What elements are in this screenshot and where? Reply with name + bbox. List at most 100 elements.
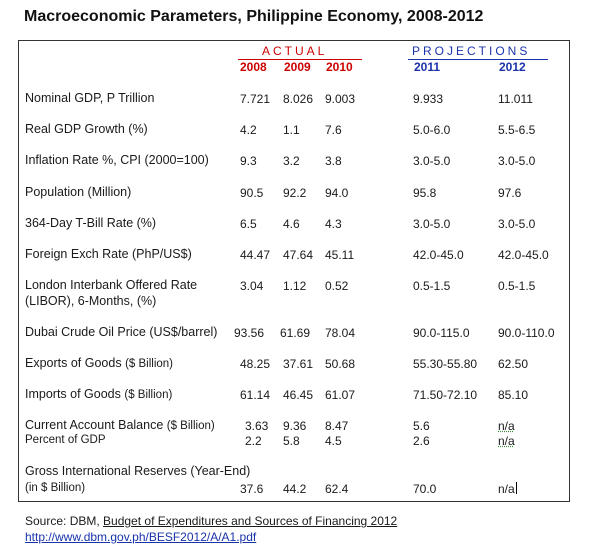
- row-label-imports: Imports of Goods ($ Billion): [25, 387, 172, 403]
- cell: 93.56: [234, 326, 265, 340]
- row-label-tbill-rate: 364-Day T-Bill Rate (%): [25, 216, 157, 230]
- source-publication: Budget of Expenditures and Sources of Fi…: [103, 514, 398, 528]
- row-sublabel-percent-of-gdp: Percent of GDP: [25, 434, 106, 446]
- cell: 3.04: [240, 279, 264, 293]
- cell: 94.0: [325, 186, 349, 200]
- cell: 71.50-72.10: [413, 388, 478, 402]
- cell: 3.0-5.0: [498, 154, 536, 168]
- cell: 0.52: [325, 279, 349, 293]
- cell: 5.5-6.5: [498, 123, 536, 137]
- cell: 90.0-110.0: [498, 326, 555, 340]
- cell: 2.2: [245, 434, 262, 448]
- cell: 61.69: [280, 326, 311, 340]
- row-label-real-gdp-growth: Real GDP Growth (%): [25, 122, 148, 136]
- cell: 95.8: [413, 186, 437, 200]
- cell: 5.0-6.0: [413, 123, 451, 137]
- cell: 45.11: [325, 248, 355, 262]
- year-2010: 2010: [326, 60, 353, 74]
- cell-text: n/a: [498, 482, 515, 496]
- cell: 4.5: [325, 434, 342, 448]
- cell: 7.6: [325, 123, 342, 137]
- actual-underline: [238, 59, 362, 60]
- cell: 42.0-45.0: [413, 248, 464, 262]
- cell: 61.14: [240, 388, 271, 402]
- cell: 5.8: [283, 434, 300, 448]
- cell: 1.12: [283, 279, 307, 293]
- projections-underline: [408, 59, 548, 60]
- cell: 7.721: [240, 92, 271, 106]
- cell: 4.2: [240, 123, 257, 137]
- cell: 97.6: [498, 186, 522, 200]
- row-label-imports-text: Imports of Goods: [25, 387, 121, 401]
- projections-header: PROJECTIONS: [412, 44, 531, 58]
- cell: 0.5-1.5: [413, 279, 451, 293]
- cell: 3.0-5.0: [413, 217, 451, 231]
- cell: 61.07: [325, 388, 356, 402]
- cell: 90.0-115.0: [413, 326, 470, 340]
- table-frame: [18, 40, 570, 502]
- cell: 8.026: [283, 92, 314, 106]
- cell: 9.003: [325, 92, 356, 106]
- cell: 50.68: [325, 357, 356, 371]
- cell: 3.0-5.0: [498, 217, 536, 231]
- cell: 70.0: [413, 482, 437, 496]
- cell: 1.1: [283, 123, 300, 137]
- row-label-current-account: Current Account Balance ($ Billion): [25, 418, 215, 434]
- cell-with-cursor[interactable]: n/a: [498, 482, 517, 496]
- row-label-inflation-rate: Inflation Rate %, CPI (2000=100): [25, 153, 209, 167]
- source-prefix: Source: DBM,: [25, 514, 104, 528]
- cell: 37.61: [283, 357, 314, 371]
- cell: 48.25: [240, 357, 271, 371]
- row-label-libor: London Interbank Offered Rate: [25, 278, 198, 292]
- row-label-libor-line2: (LIBOR), 6-Months, (%): [25, 294, 157, 308]
- page-title: Macroeconomic Parameters, Philippine Eco…: [24, 8, 484, 25]
- row-label-foreign-exchange-rate: Foreign Exch Rate (PhP/US$): [25, 247, 192, 261]
- cell: 3.63: [245, 419, 269, 433]
- cell: 3.8: [325, 154, 342, 168]
- source-note: Source: DBM, Budget of Expenditures and …: [25, 514, 397, 528]
- cell: 62.50: [498, 357, 529, 371]
- row-label-gross-reserves: Gross International Reserves (Year-End): [25, 464, 251, 478]
- cell: 8.47: [325, 419, 349, 433]
- cell: 9.933: [413, 92, 444, 106]
- cell: 9.36: [283, 419, 307, 433]
- row-label-exports-text: Exports of Goods: [25, 356, 122, 370]
- row-label-exports: Exports of Goods ($ Billion): [25, 356, 173, 372]
- row-label-current-account-unit: ($ Billion): [166, 420, 215, 432]
- cell: 3.0-5.0: [413, 154, 451, 168]
- year-2009: 2009: [284, 60, 311, 74]
- year-2012: 2012: [499, 60, 526, 74]
- cell: 3.2: [283, 154, 300, 168]
- row-label-exports-unit: ($ Billion): [125, 358, 173, 370]
- cell: 0.5-1.5: [498, 279, 536, 293]
- row-label-population: Population (Million): [25, 185, 132, 199]
- cell: 2.6: [413, 434, 430, 448]
- cell: 44.47: [240, 248, 271, 262]
- cell: 5.6: [413, 419, 430, 433]
- cell: 9.3: [240, 154, 257, 168]
- cell: 46.45: [283, 388, 314, 402]
- cell: 6.5: [240, 217, 257, 231]
- cell: n/a: [498, 434, 515, 448]
- cell: 37.6: [240, 482, 264, 496]
- cell: 92.2: [283, 186, 307, 200]
- cell: 4.3: [325, 217, 342, 231]
- year-2011: 2011: [414, 60, 441, 74]
- cell: 11.011: [498, 92, 533, 106]
- row-label-dubai-crude: Dubai Crude Oil Price (US$/barrel): [25, 325, 218, 339]
- row-sublabel-in-billion: (in $ Billion): [25, 482, 86, 494]
- text-cursor: [515, 482, 517, 494]
- actual-header: ACTUAL: [262, 44, 328, 58]
- cell: 62.4: [325, 482, 349, 496]
- year-2008: 2008: [240, 60, 267, 74]
- cell: 85.10: [498, 388, 529, 402]
- cell: 44.2: [283, 482, 307, 496]
- cell: n/a: [498, 419, 515, 433]
- cell: 42.0-45.0: [498, 248, 549, 262]
- cell: 90.5: [240, 186, 264, 200]
- cell: 55.30-55.80: [413, 357, 478, 371]
- cell: 47.64: [283, 248, 314, 262]
- cell: 78.04: [325, 326, 356, 340]
- source-url-link[interactable]: http://www.dbm.gov.ph/BESF2012/A/A1.pdf: [25, 530, 257, 544]
- cell: 4.6: [283, 217, 300, 231]
